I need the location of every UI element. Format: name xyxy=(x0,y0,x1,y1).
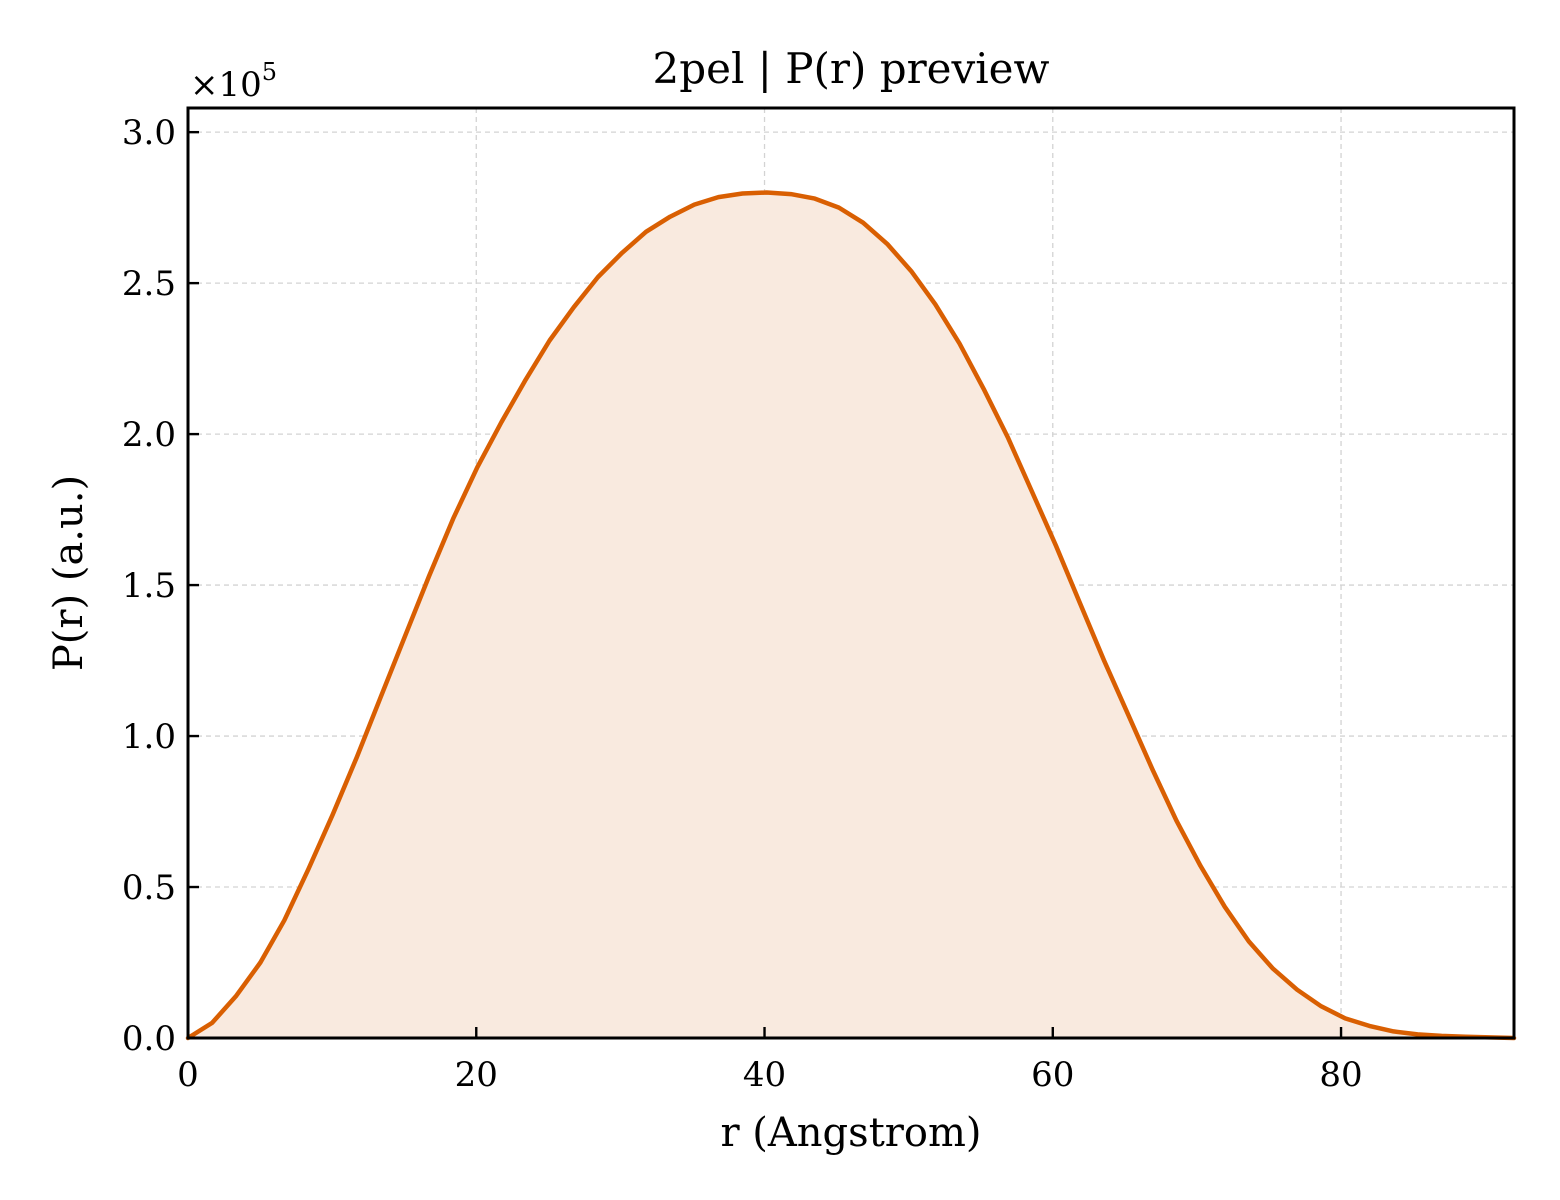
ticks: 0 20 40 60 80 0.0 0.5 1.0 1.5 2.0 2.5 3.0 xyxy=(122,113,1363,1095)
x-tick-label: 20 xyxy=(455,1055,498,1095)
y-tick-label: 2.0 xyxy=(122,415,176,455)
series-line xyxy=(185,190,1517,1041)
y-tick-label: 0.0 xyxy=(122,1019,176,1059)
y-tick-label: 3.0 xyxy=(122,113,176,153)
y-tick-label: 1.5 xyxy=(122,566,176,606)
x-tick-label: 80 xyxy=(1319,1055,1362,1095)
chart-title: 2pel | P(r) preview xyxy=(653,44,1050,93)
x-tick-label: 60 xyxy=(1031,1055,1074,1095)
y-tick-label: 1.0 xyxy=(122,717,176,757)
plot-frame xyxy=(186,106,1516,1040)
x-tick-label: 0 xyxy=(177,1055,199,1095)
area-fill xyxy=(188,192,1514,1038)
y-tick-label: 0.5 xyxy=(122,868,176,908)
y-axis-title: P(r) (a.u.) xyxy=(46,475,92,671)
y-multiplier-base: ×10 xyxy=(190,65,262,105)
x-tick-label: 40 xyxy=(743,1055,786,1095)
x-axis-title: r (Angstrom) xyxy=(720,1110,981,1156)
y-tick-label: 2.5 xyxy=(122,264,176,304)
y-axis-multiplier: ×105 xyxy=(190,58,277,105)
y-multiplier-exponent: 5 xyxy=(262,58,277,86)
